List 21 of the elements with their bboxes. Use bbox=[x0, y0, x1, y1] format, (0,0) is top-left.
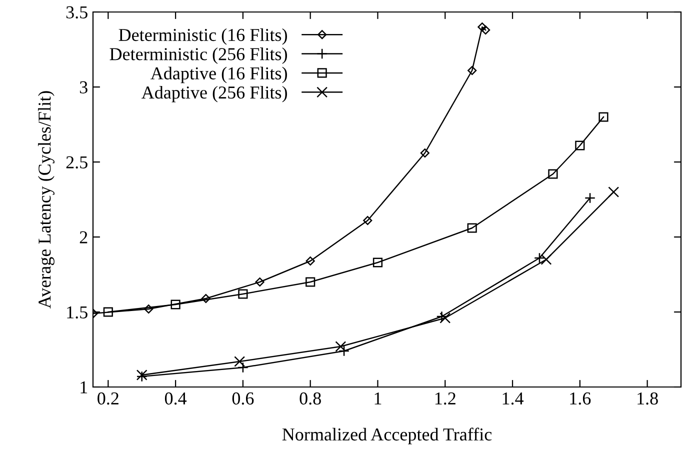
y-tick-label: 2.5 bbox=[66, 156, 88, 169]
x-tick-label: 1.6 bbox=[570, 392, 591, 405]
x-tick-label: 1.2 bbox=[435, 392, 456, 405]
legend-label: Adaptive (16 Flits) bbox=[150, 66, 287, 84]
y-axis-title: Average Latency (Cycles/Flit) bbox=[38, 91, 54, 308]
y-tick-label: 3 bbox=[80, 81, 88, 94]
x-tick-label: 1.8 bbox=[638, 392, 658, 405]
x-axis-title: Normalized Accepted Traffic bbox=[282, 428, 492, 444]
y-tick-label: 1.5 bbox=[67, 306, 88, 319]
x-tick-label: 0.4 bbox=[164, 392, 187, 405]
x-tick-label: 0.8 bbox=[300, 392, 321, 405]
y-tick-label: 3.5 bbox=[66, 6, 88, 19]
x-tick-label: 0.6 bbox=[232, 392, 254, 405]
legend-label: Adaptive (256 Flits) bbox=[142, 86, 287, 102]
x-tick-label: 0.2 bbox=[98, 392, 118, 405]
legend-label: Deterministic (16 Flits) bbox=[118, 28, 287, 45]
x-tick-label: 1.4 bbox=[502, 392, 524, 405]
x-tick-label: 1 bbox=[374, 392, 382, 404]
y-tick-label: 2 bbox=[80, 231, 88, 244]
y-tick-label: 1 bbox=[80, 381, 88, 394]
legend-label: Deterministic (256 Flits) bbox=[110, 48, 287, 64]
